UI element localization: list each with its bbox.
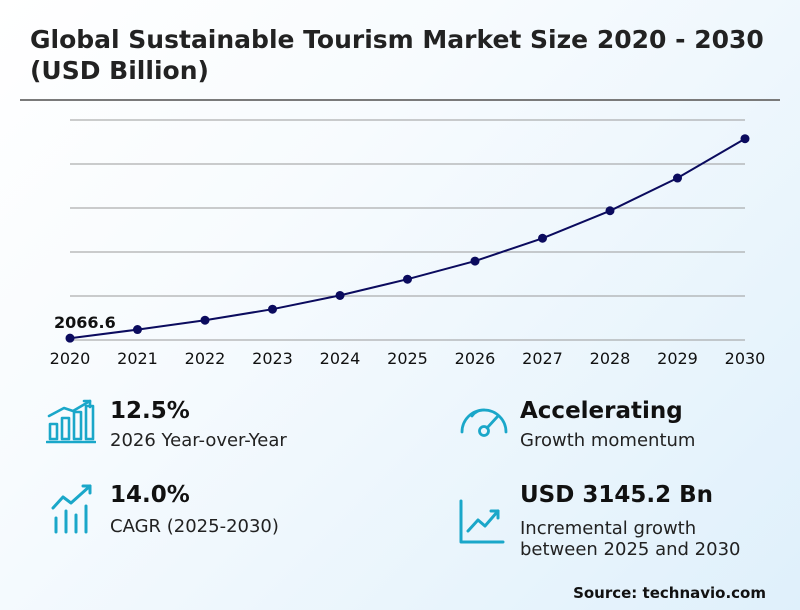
series-line xyxy=(69,137,746,340)
trend-line-chart-icon xyxy=(459,499,505,544)
chart-title: Global Sustainable Tourism Market Size 2… xyxy=(30,25,764,85)
x-tick-label: 2024 xyxy=(320,349,361,368)
x-tick-label: 2023 xyxy=(252,349,293,368)
stat-cagr: 14.0% CAGR (2025-2030) xyxy=(50,482,380,542)
data-label: 2066.6 xyxy=(54,313,116,332)
data-point xyxy=(133,325,142,335)
stat-incremental-desc-line1: Incremental growth xyxy=(520,518,697,539)
data-labels: 2066.6 xyxy=(54,313,116,332)
data-point xyxy=(65,333,75,343)
x-tick-label: 2026 xyxy=(455,349,496,368)
stat-yoy-desc: 2026 Year-over-Year xyxy=(110,430,287,451)
trend-bars-icon xyxy=(51,484,92,534)
x-tick-label: 2022 xyxy=(185,349,226,368)
data-point xyxy=(538,233,547,243)
stat-momentum: Accelerating Growth momentum xyxy=(458,398,778,458)
line-chart: 2020 2021 2022 2023 2024 2025 2026 2027 2028 2029… xyxy=(50,119,766,368)
data-point xyxy=(403,274,412,284)
x-tick-label: 2029 xyxy=(657,349,698,368)
x-tick-label: 2030 xyxy=(725,349,766,368)
stat-incremental-desc-line2: between 2025 and 2030 xyxy=(520,539,741,560)
data-point xyxy=(268,304,277,314)
bar-chart-growth-icon xyxy=(46,399,96,444)
stat-momentum-value: Accelerating xyxy=(520,398,683,424)
data-point xyxy=(740,134,750,144)
stat-momentum-desc: Growth momentum xyxy=(520,430,696,451)
speedometer-icon xyxy=(460,408,508,437)
x-tick-label: 2021 xyxy=(117,349,158,368)
x-tick-label: 2028 xyxy=(590,349,631,368)
data-point xyxy=(673,173,682,183)
source-credit: Source: technavio.com xyxy=(573,584,766,602)
stat-incremental: USD 3145.2 Bn Incremental growth between… xyxy=(458,482,778,564)
stat-yoy: 12.5% 2026 Year-over-Year xyxy=(46,398,376,458)
data-point xyxy=(335,290,345,300)
x-tick-label: 2020 xyxy=(50,349,91,368)
data-point xyxy=(200,315,210,325)
x-axis-tick-labels: 2020 2021 2022 2023 2024 2025 2026 2027 2028 2029… xyxy=(50,349,766,368)
stat-cagr-value: 14.0% xyxy=(110,482,190,508)
x-tick-label: 2025 xyxy=(387,349,428,368)
x-tick-label: 2027 xyxy=(522,349,563,368)
stat-incremental-value: USD 3145.2 Bn xyxy=(520,482,714,508)
grid-lines xyxy=(70,119,745,341)
title-divider xyxy=(20,99,780,101)
data-points xyxy=(65,134,750,343)
stat-cagr-desc: CAGR (2025-2030) xyxy=(110,516,279,537)
stat-yoy-value: 12.5% xyxy=(110,398,190,424)
data-point xyxy=(605,206,615,216)
data-point xyxy=(470,256,480,266)
